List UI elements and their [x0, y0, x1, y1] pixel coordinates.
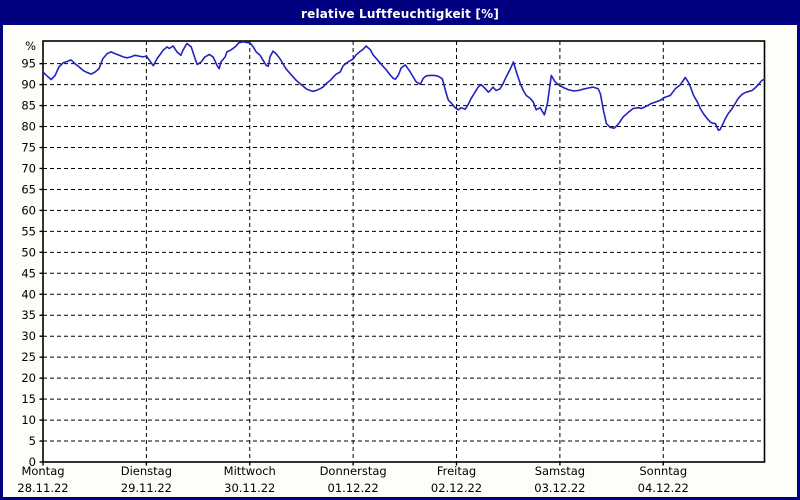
x-day-label: Sonntag: [639, 464, 687, 478]
y-axis-tick-label: 40: [21, 287, 36, 301]
y-axis-tick-label: 15: [21, 392, 36, 406]
x-day-label: Samstag: [535, 464, 585, 478]
y-axis-tick-label: 80: [21, 120, 36, 134]
y-axis-unit-label: %: [25, 39, 36, 53]
x-day-label: Donnerstag: [320, 464, 387, 478]
y-axis-tick-label: 5: [29, 434, 36, 448]
x-date-label: 03.12.22: [534, 481, 585, 495]
x-date-label: 04.12.22: [638, 481, 689, 495]
x-date-label: 28.11.22: [17, 481, 68, 495]
y-axis-tick-label: 55: [21, 224, 36, 238]
x-day-label: Dienstag: [121, 464, 172, 478]
y-axis-tick-label: 45: [21, 266, 36, 280]
title-bar: relative Luftfeuchtigkeit [%]: [3, 3, 797, 25]
x-date-label: 01.12.22: [328, 481, 379, 495]
y-axis-tick-label: 50: [21, 245, 36, 259]
y-axis-tick-label: 35: [21, 308, 36, 322]
plot-frame: [42, 40, 766, 463]
y-axis-tick-label: 60: [21, 203, 36, 217]
y-axis-tick-label: 70: [21, 161, 36, 175]
y-axis-tick-label: 20: [21, 371, 36, 385]
x-day-label: Mittwoch: [224, 464, 276, 478]
y-axis-tick-label: 90: [21, 78, 36, 92]
y-axis-tick-label: 25: [21, 350, 36, 364]
humidity-chart: 0 5 10 15 20 25 30 35 40 45 50 55 60 65 70 75 80 85 90 95% M…: [17, 39, 766, 495]
y-axis-tick-label: 85: [21, 99, 36, 113]
y-axis-tick-label: 0: [29, 455, 36, 469]
x-day-label: Freitag: [437, 464, 476, 478]
y-axis-tick-label: 65: [21, 182, 36, 196]
y-axis-tick-label: 75: [21, 141, 36, 155]
x-day-label: Montag: [21, 464, 64, 478]
y-axis-tick-label: 10: [21, 413, 36, 427]
plot-area: [43, 41, 765, 462]
y-axis-tick-label: 30: [21, 329, 36, 343]
humidity-line: [42, 40, 766, 132]
y-axis-tick-label: 95: [21, 57, 36, 71]
x-date-label: 02.12.22: [431, 481, 482, 495]
window-title: relative Luftfeuchtigkeit [%]: [300, 7, 500, 21]
x-date-label: 30.11.22: [224, 481, 275, 495]
x-date-label: 29.11.22: [121, 481, 172, 495]
